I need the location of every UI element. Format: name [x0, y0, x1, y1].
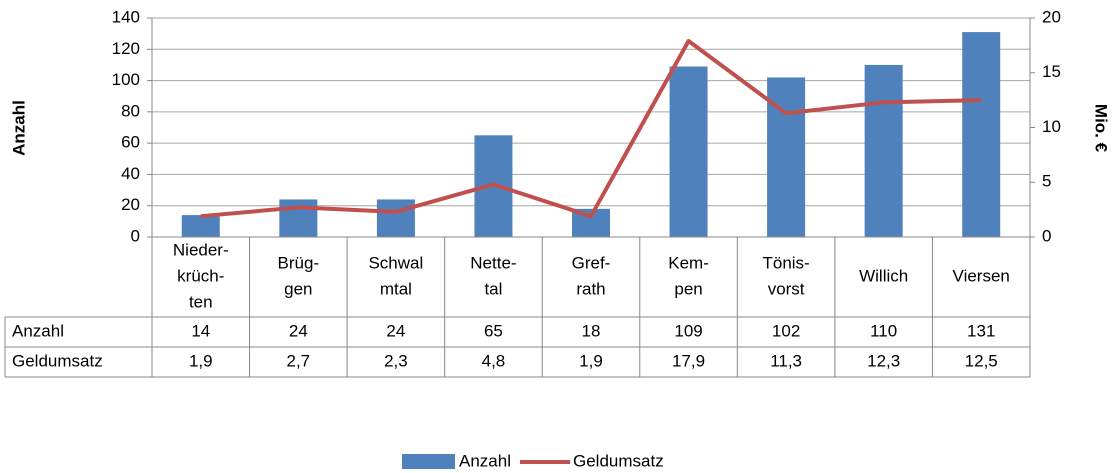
row-label: Anzahl	[12, 321, 64, 340]
table-cell: 12,5	[965, 351, 998, 370]
legend-label: Anzahl	[459, 451, 511, 470]
x-tick-label: Nieder-	[173, 240, 229, 259]
x-tick-label: Gref-	[572, 253, 611, 272]
x-tick-label: krüch-	[177, 266, 224, 285]
table-cell: 109	[674, 321, 702, 340]
y-tick-label: 100	[112, 70, 140, 89]
table-cell: 65	[484, 321, 503, 340]
x-tick-label: Willich	[859, 266, 908, 285]
line-series	[200, 38, 982, 219]
y-tick-label: 120	[112, 39, 140, 58]
y-tick-label: 20	[121, 195, 140, 214]
bar	[279, 199, 318, 237]
x-tick-label: Viersen	[953, 266, 1010, 285]
y2-tick-label: 15	[1042, 62, 1061, 81]
table-cell: 1,9	[189, 351, 213, 370]
legend-swatch	[402, 454, 455, 469]
bar	[669, 66, 708, 237]
x-tick-label: mtal	[380, 279, 412, 298]
y-axis-title: Anzahl	[9, 100, 28, 156]
x-tick-label: tal	[484, 279, 502, 298]
y-tick-label: 40	[121, 164, 140, 183]
y2-tick-label: 20	[1042, 7, 1061, 26]
x-tick-label: vorst	[768, 279, 805, 298]
table-cell: 24	[289, 321, 308, 340]
y2-tick-label: 0	[1042, 226, 1051, 245]
y2-tick-label: 10	[1042, 117, 1061, 136]
x-tick-label: rath	[576, 279, 605, 298]
table-cell: 131	[967, 321, 995, 340]
table-cell: 102	[772, 321, 800, 340]
bar	[864, 64, 903, 237]
table-cell: 1,9	[579, 351, 603, 370]
y2-tick-label: 5	[1042, 172, 1051, 191]
x-tick-label: ten	[189, 292, 213, 311]
legend-label: Geldumsatz	[573, 451, 664, 470]
y-tick-label: 80	[121, 101, 140, 120]
row-label: Geldumsatz	[12, 351, 103, 370]
y-tick-label: 0	[131, 226, 140, 245]
x-tick-label: gen	[284, 279, 312, 298]
table-cell: 24	[386, 321, 405, 340]
x-tick-label: pen	[674, 279, 702, 298]
x-tick-label: Nette-	[470, 253, 516, 272]
table-cell: 4,8	[482, 351, 506, 370]
bar	[962, 32, 1001, 238]
table-cell: 2,3	[384, 351, 408, 370]
table-cell: 18	[582, 321, 601, 340]
x-tick-label: Schwal	[368, 253, 423, 272]
x-tick-label: Kem-	[668, 253, 709, 272]
y-tick-label: 60	[121, 133, 140, 152]
x-tick-label: Tönis-	[762, 253, 809, 272]
table-cell: 11,3	[770, 351, 802, 370]
table-cell: 17,9	[672, 351, 705, 370]
bar	[181, 215, 220, 237]
x-tick-label: Brüg-	[278, 253, 320, 272]
table-cell: 14	[191, 321, 210, 340]
bar	[376, 199, 415, 237]
y-tick-label: 140	[112, 7, 140, 26]
y2-axis-title: Mio. €	[1092, 104, 1111, 153]
table-cell: 110	[870, 321, 897, 340]
table-cell: 12,3	[867, 351, 900, 370]
table-cell: 2,7	[287, 351, 311, 370]
